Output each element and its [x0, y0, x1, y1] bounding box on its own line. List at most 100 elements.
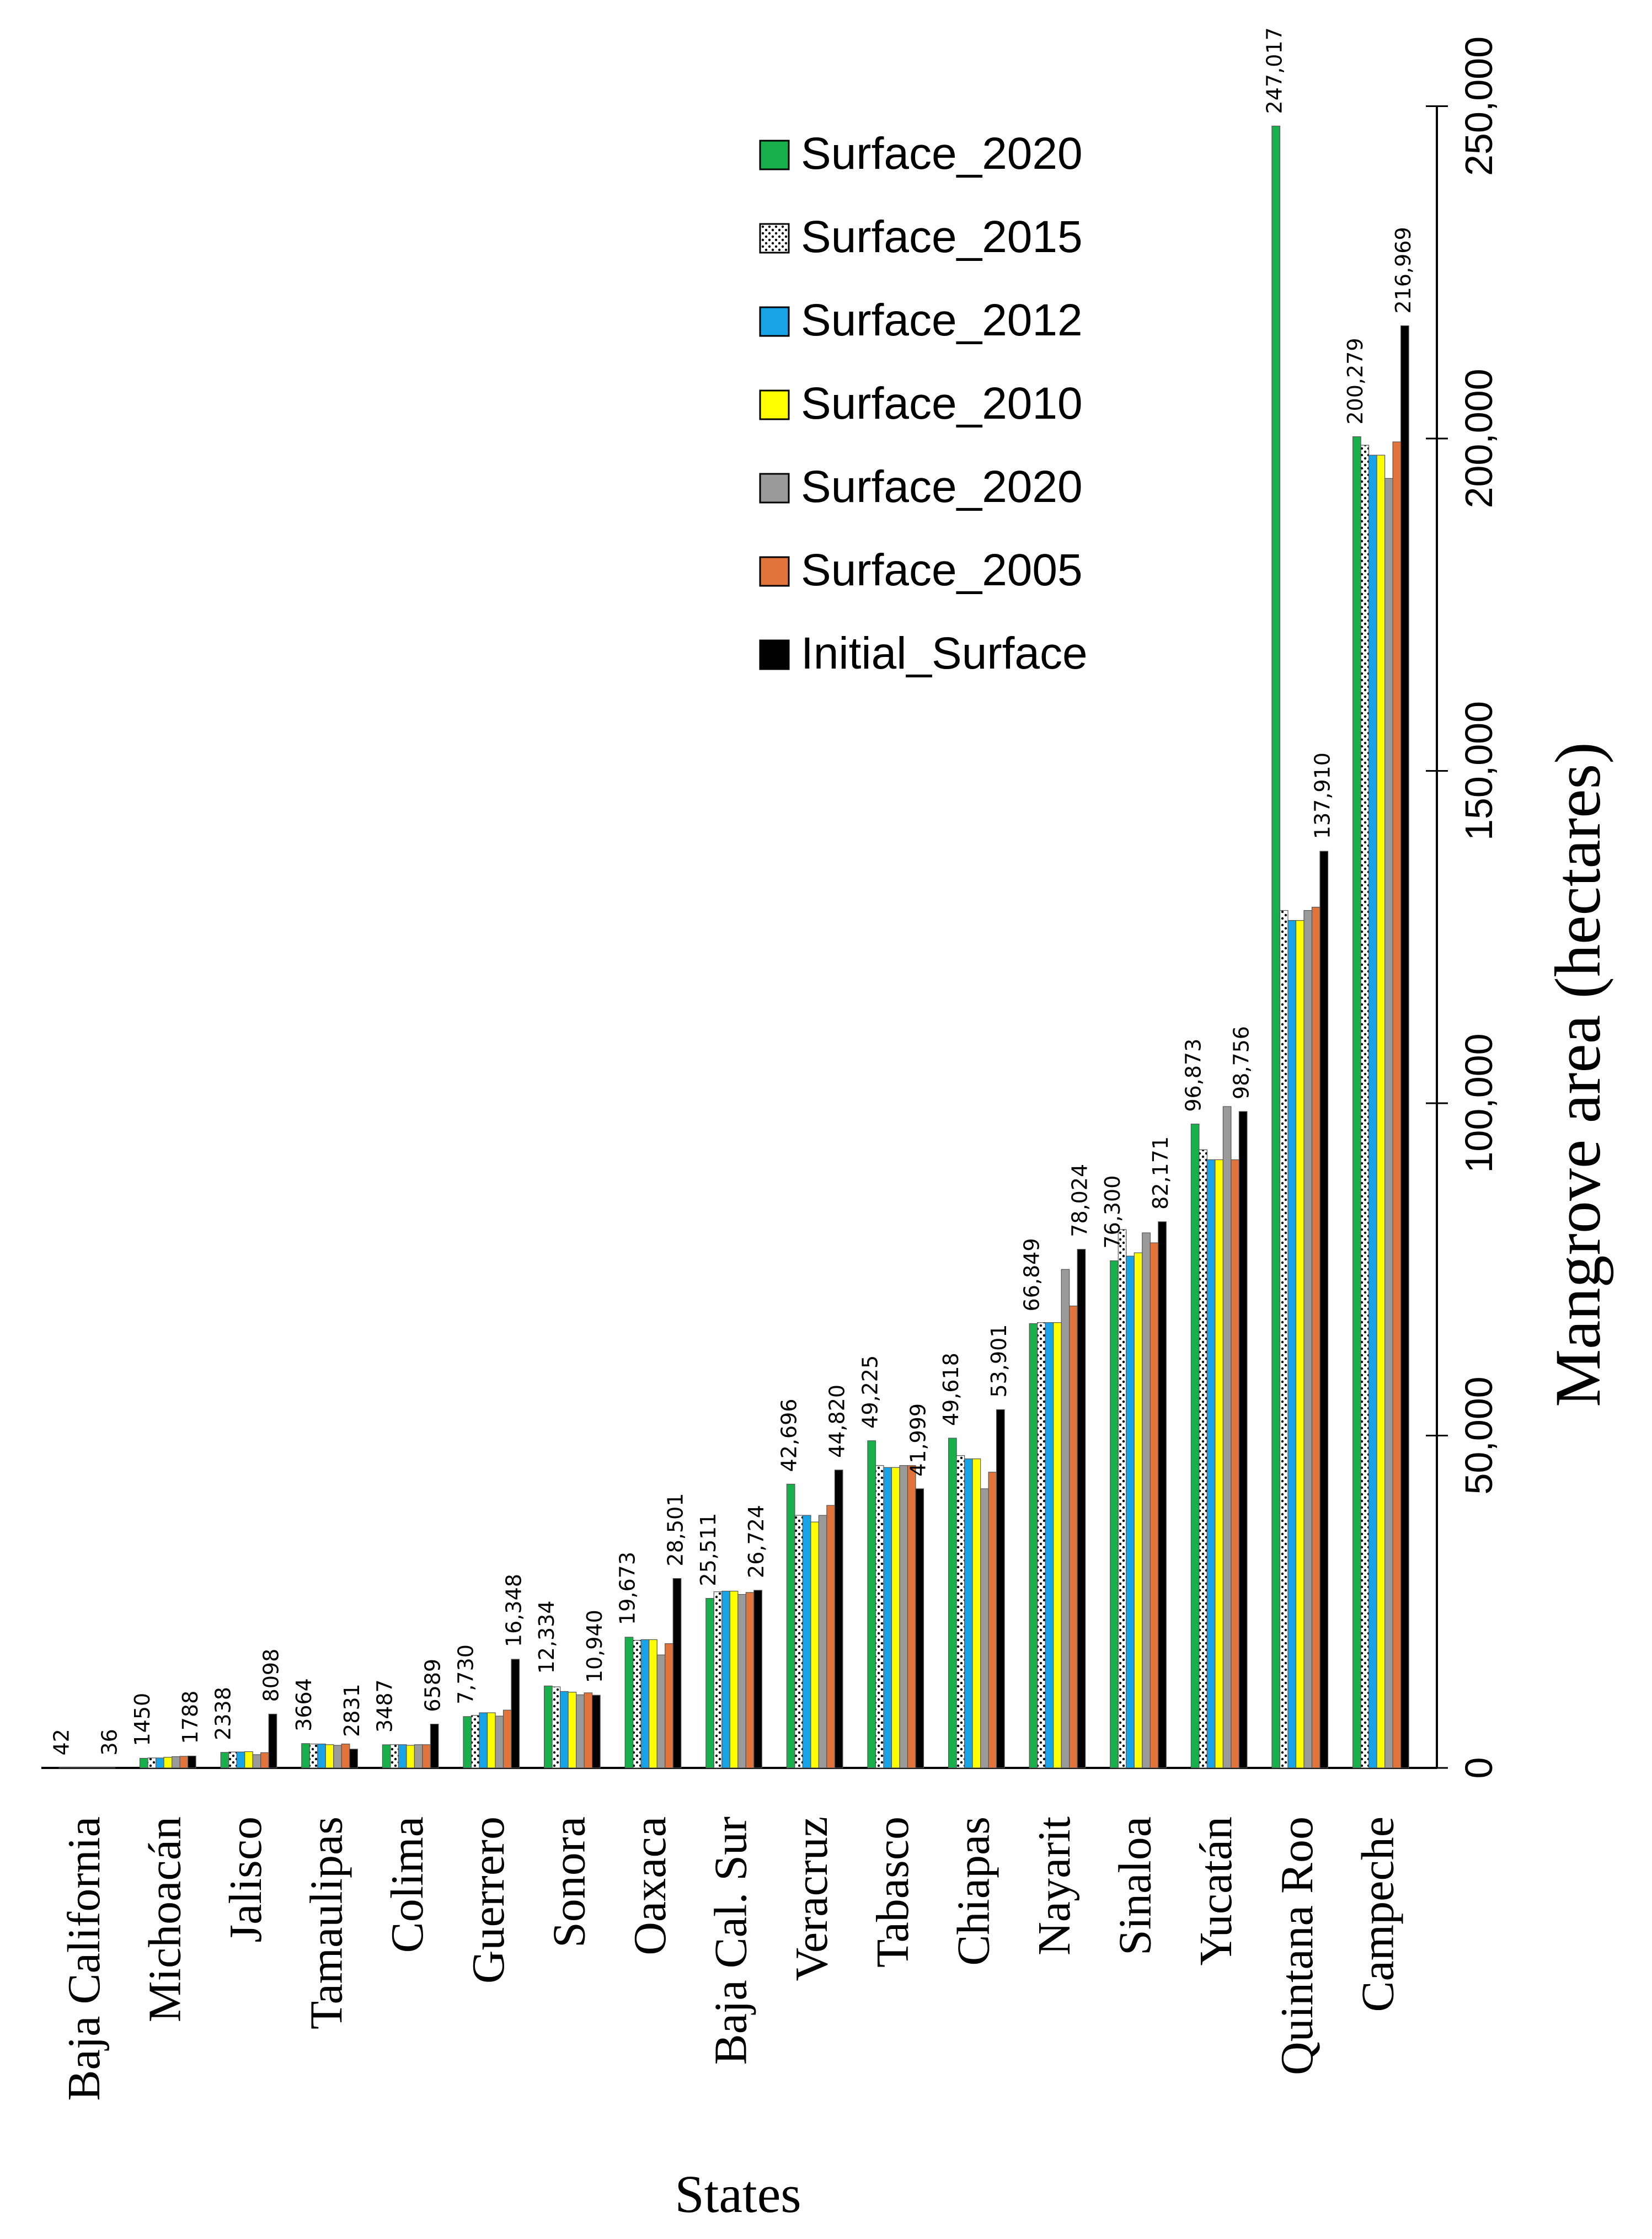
bar-chiapas-surface-2010-3 — [972, 1458, 981, 1768]
data-label-campeche-6: 216,969 — [1391, 227, 1415, 313]
bar-veracruz-surface-2005-5 — [826, 1505, 836, 1768]
bar-yucatan-surface-2010-3 — [1215, 1159, 1223, 1768]
bar-veracruz-initial-surface-6 — [834, 1469, 843, 1768]
legend-label-surface-2005-5: Surface_2005 — [801, 545, 1083, 595]
bar-tamaulipas-surface-2020-4 — [333, 1745, 342, 1768]
data-label-guerrero-0: 7,730 — [453, 1644, 478, 1704]
legend-swatch-surface-2020-4 — [759, 473, 790, 504]
bar-jalisco-initial-surface-6 — [268, 1713, 277, 1768]
bar-campeche-surface-2015-1 — [1360, 445, 1370, 1768]
bar-campeche-surface-2005-5 — [1392, 441, 1402, 1768]
bar-michoacan-surface-2020-0 — [140, 1757, 148, 1768]
bar-baja-cal-sur-surface-2020-4 — [737, 1594, 746, 1768]
bar-quintana-roo-initial-surface-6 — [1319, 851, 1329, 1768]
bar-campeche-surface-2010-3 — [1376, 455, 1386, 1768]
data-label-tabasco-0: 49,225 — [858, 1355, 882, 1429]
bar-nayarit-surface-2010-3 — [1053, 1322, 1062, 1768]
category-label-sonora: Sonora — [543, 1816, 595, 1948]
data-label-yucatan-0: 96,873 — [1181, 1039, 1206, 1112]
bar-tabasco-surface-2012-2 — [883, 1467, 892, 1768]
x-axis-title: States — [675, 2165, 801, 2224]
bar-yucatan-initial-surface-6 — [1238, 1111, 1248, 1768]
category-label-sinaloa: Sinaloa — [1110, 1816, 1161, 1955]
category-label-campeche: Campeche — [1352, 1816, 1403, 2012]
bar-jalisco-surface-2020-0 — [220, 1752, 229, 1768]
bar-chiapas-surface-2005-5 — [988, 1472, 997, 1768]
bar-tamaulipas-initial-surface-6 — [349, 1749, 358, 1768]
bar-sonora-surface-2005-5 — [584, 1692, 593, 1768]
bar-nayarit-surface-2005-5 — [1069, 1305, 1078, 1768]
bar-michoacan-initial-surface-6 — [188, 1755, 196, 1768]
legend-label-surface-2020-4: Surface_2020 — [801, 462, 1083, 512]
bar-sonora-surface-2012-2 — [559, 1691, 569, 1768]
data-label-nayarit-0: 66,849 — [1019, 1238, 1044, 1312]
bar-quintana-roo-surface-2020-4 — [1303, 910, 1313, 1768]
bar-tabasco-surface-2005-5 — [907, 1465, 916, 1768]
data-label-baja-california-6: 36 — [97, 1729, 121, 1755]
bar-quintana-roo-surface-2020-0 — [1271, 125, 1281, 1768]
data-label-veracruz-0: 42,696 — [777, 1399, 801, 1472]
bar-sonora-surface-2020-4 — [575, 1694, 585, 1768]
bar-oaxaca-surface-2010-3 — [649, 1639, 657, 1768]
bar-campeche-surface-2020-0 — [1352, 436, 1361, 1768]
bar-yucatan-surface-2005-5 — [1231, 1159, 1239, 1768]
data-label-colima-6: 6589 — [421, 1659, 445, 1712]
bar-tabasco-surface-2010-3 — [891, 1467, 900, 1768]
bar-chiapas-initial-surface-6 — [996, 1409, 1005, 1768]
data-label-sonora-6: 10,940 — [582, 1610, 607, 1683]
data-label-quintana-roo-0: 247,017 — [1262, 27, 1286, 114]
data-label-baja-california-0: 42 — [49, 1729, 73, 1755]
bar-tamaulipas-surface-2005-5 — [341, 1744, 350, 1768]
category-label-colima: Colima — [382, 1816, 433, 1953]
bar-oaxaca-surface-2005-5 — [665, 1643, 673, 1768]
legend-swatch-surface-2012-2 — [759, 306, 790, 337]
bar-sonora-surface-2015-1 — [552, 1686, 561, 1768]
data-label-chiapas-0: 49,618 — [939, 1353, 963, 1426]
bar-quintana-roo-surface-2015-1 — [1279, 910, 1289, 1768]
legend: Surface_2020 Surface_2015 Surface_2012 Surf… — [759, 129, 1088, 678]
bar-chiapas-surface-2020-4 — [980, 1488, 989, 1768]
bar-tabasco-surface-2020-0 — [867, 1440, 876, 1768]
value-tick-label: 100,000 — [1457, 1033, 1500, 1173]
bar-quintana-roo-surface-2005-5 — [1311, 906, 1320, 1768]
data-label-tamaulipas-0: 3664 — [292, 1678, 316, 1732]
data-label-tamaulipas-6: 2831 — [340, 1684, 364, 1737]
data-label-oaxaca-0: 19,673 — [615, 1552, 639, 1625]
bar-nayarit-surface-2020-0 — [1029, 1323, 1038, 1768]
value-tick-label: 0 — [1457, 1757, 1500, 1779]
bar-tamaulipas-surface-2015-1 — [309, 1744, 318, 1768]
category-label-yucatan: Yucatán — [1190, 1816, 1242, 1966]
bar-sinaloa-surface-2005-5 — [1150, 1242, 1159, 1768]
bar-guerrero-surface-2020-4 — [495, 1716, 504, 1768]
data-label-jalisco-0: 2338 — [211, 1687, 235, 1740]
bar-tamaulipas-surface-2010-3 — [325, 1744, 334, 1768]
bar-veracruz-surface-2012-2 — [802, 1515, 811, 1768]
legend-swatch-initial-surface-6 — [759, 639, 790, 670]
y-axis-title: Mangrove area (hectares) — [1542, 742, 1614, 1407]
bar-baja-cal-sur-surface-2012-2 — [721, 1590, 730, 1768]
data-label-quintana-roo-6: 137,910 — [1310, 752, 1334, 839]
bar-guerrero-surface-2015-1 — [471, 1715, 480, 1768]
bar-baja-cal-sur-surface-2010-3 — [729, 1590, 739, 1768]
bar-baja-cal-sur-initial-surface-6 — [753, 1590, 762, 1768]
bar-quintana-roo-surface-2010-3 — [1295, 920, 1305, 1768]
bar-colima-surface-2012-2 — [398, 1744, 407, 1768]
bar-nayarit-surface-2012-2 — [1045, 1322, 1054, 1768]
data-label-tabasco-6: 41,999 — [906, 1403, 930, 1477]
legend-label-surface-2020-0: Surface_2020 — [801, 129, 1083, 179]
bar-sinaloa-surface-2012-2 — [1126, 1255, 1135, 1768]
bar-sinaloa-initial-surface-6 — [1158, 1221, 1167, 1768]
bar-veracruz-surface-2015-1 — [794, 1515, 804, 1768]
legend-label-surface-2010-3: Surface_2010 — [801, 378, 1083, 429]
data-label-baja-cal-sur-6: 26,724 — [744, 1505, 768, 1578]
bar-guerrero-initial-surface-6 — [511, 1659, 520, 1768]
category-label-quintana-roo: Quintana Roo — [1271, 1816, 1323, 2075]
bar-michoacan-surface-2012-2 — [156, 1757, 164, 1768]
bar-colima-surface-2010-3 — [406, 1745, 415, 1768]
data-label-campeche-0: 200,279 — [1343, 338, 1367, 424]
category-label-baja-california: Baja California — [58, 1816, 110, 2101]
bar-nayarit-surface-2020-4 — [1061, 1269, 1070, 1768]
category-label-chiapas: Chiapas — [948, 1816, 999, 1966]
bar-oaxaca-surface-2020-0 — [624, 1637, 634, 1768]
data-label-yucatan-6: 98,756 — [1229, 1026, 1254, 1099]
